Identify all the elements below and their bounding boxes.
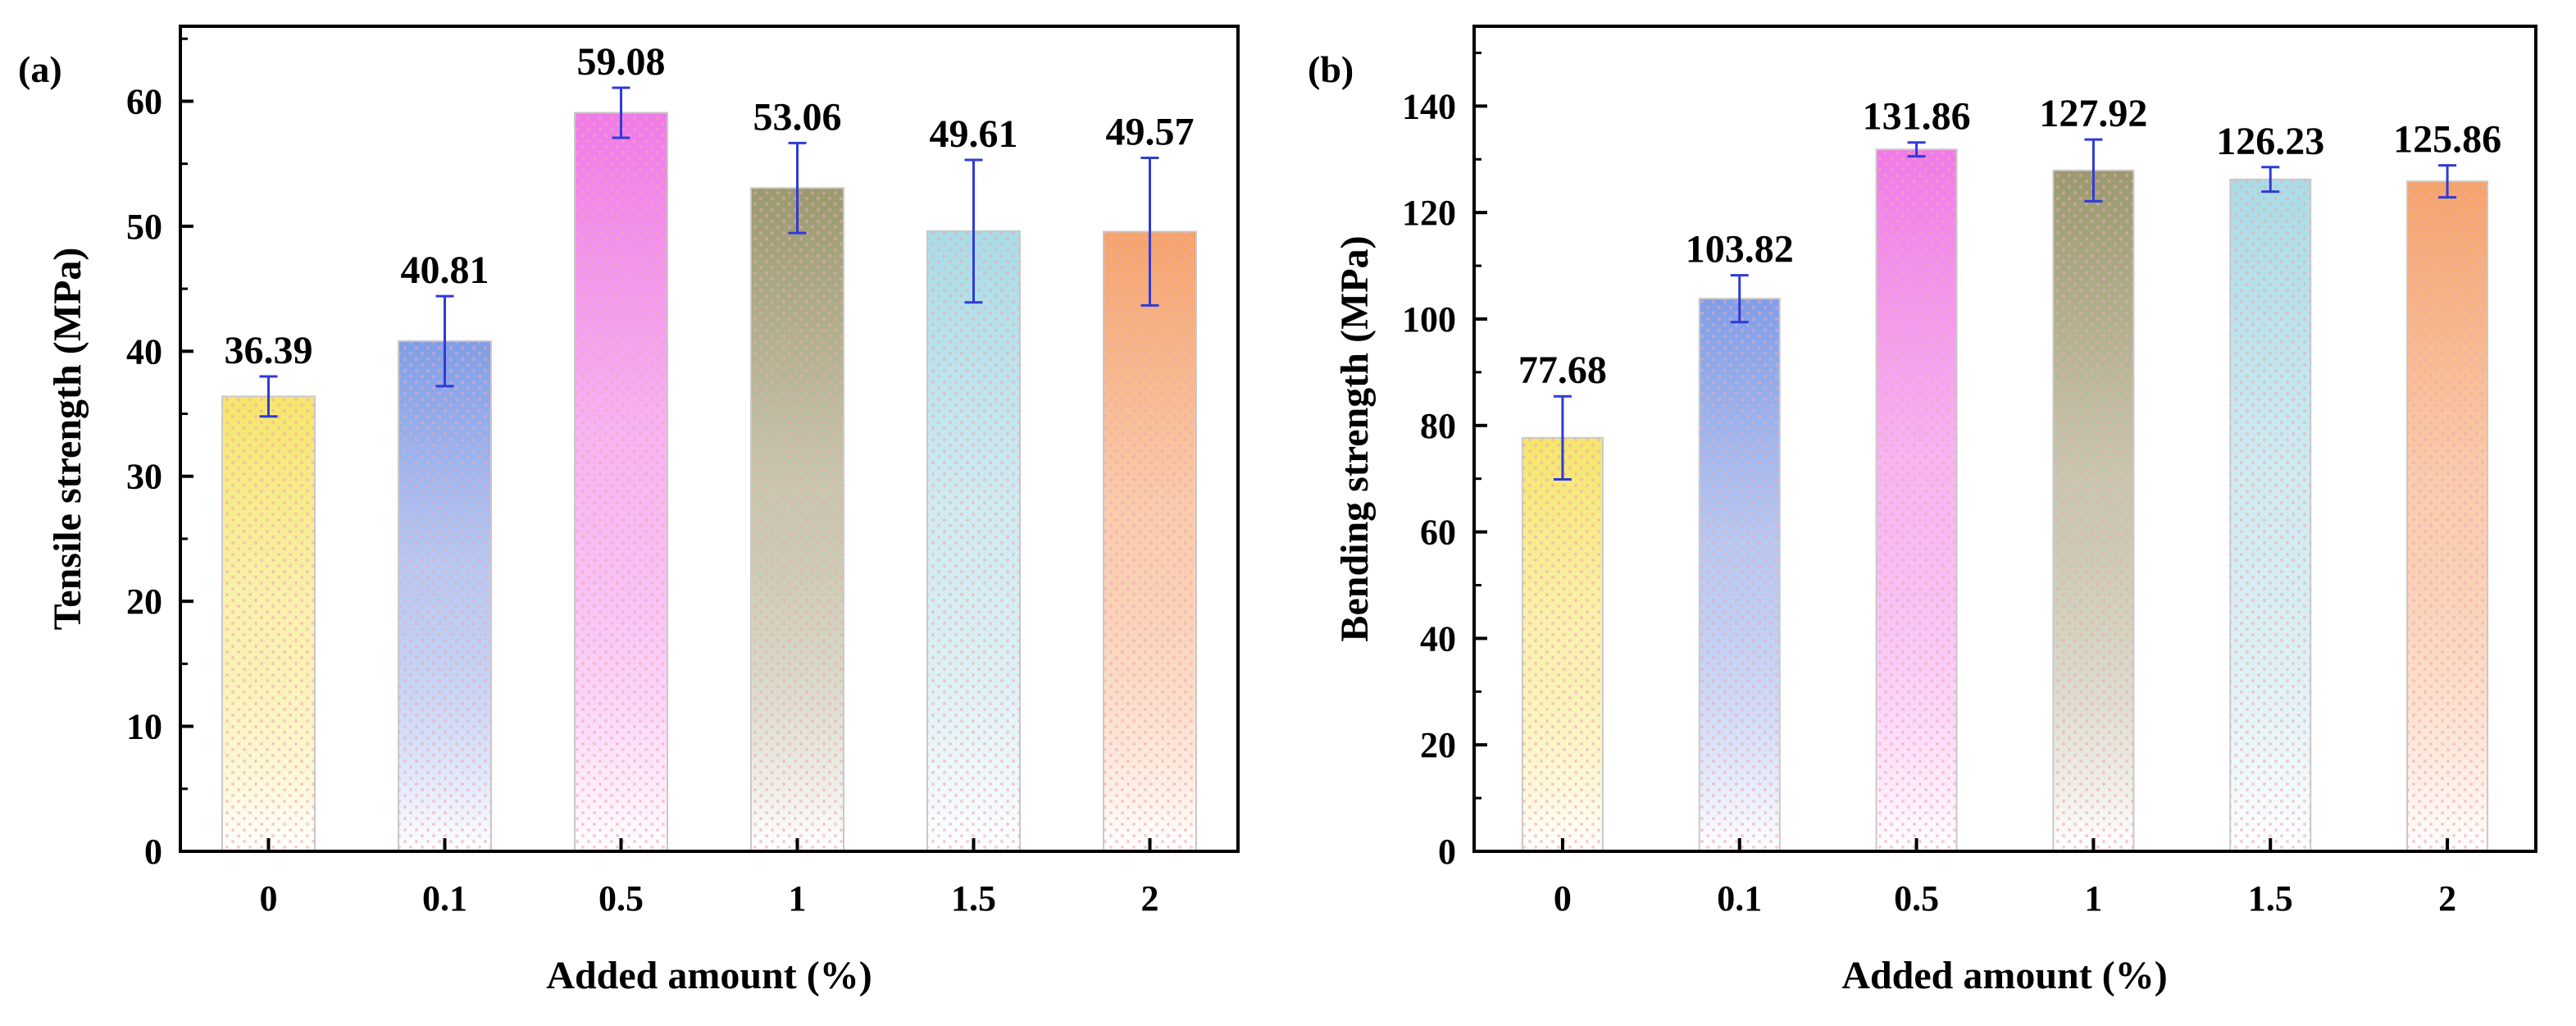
data-label: 36.39 [225,329,313,372]
x-tick-label: 0.1 [1717,878,1762,919]
y-axis-title-b: Bending strength (MPa) [1333,235,1377,641]
x-tick-label: 1.5 [951,878,996,919]
x-tick-label: 0.1 [422,878,467,919]
panel-label-a: (a) [18,48,62,90]
y-axis-b: 0 20 40 60 80 100 120 140 [1402,51,1487,872]
bar-dot-texture [1104,231,1196,851]
bar-dot-texture [1522,437,1603,851]
y-tick-label: 80 [1420,406,1456,446]
plot-frame-b [1472,25,2537,853]
bar-dot-texture [927,230,1020,851]
bars-b: 77.68 103.82 131.86 127.92 126.23 125.86 [1518,92,2501,853]
y-tick-label: 20 [126,581,162,622]
x-tick-label: 0.5 [1894,878,1939,919]
data-label: 49.57 [1106,111,1195,154]
data-label: 40.81 [401,249,489,292]
y-tick-label: 20 [1420,725,1456,765]
bar-dot-texture [1699,299,1780,852]
data-label: 125.86 [2393,118,2501,162]
y-tick-label: 50 [126,207,162,247]
x-axis-title-a: Added amount (%) [546,954,872,997]
bar-dot-texture [398,340,491,851]
y-tick-label: 0 [144,832,162,872]
y-tick-label: 0 [1438,832,1456,872]
bar-dot-texture [751,188,844,852]
plot-frame-a [179,25,1240,853]
x-tick-label: 2 [2438,878,2456,919]
x-tick-label: 0 [260,878,278,919]
data-label: 77.68 [1518,349,1607,392]
x-tick-label: 2 [1141,878,1159,919]
data-label: 127.92 [2039,92,2147,135]
y-axis-title-a: Tensile strength (MPa) [46,248,89,631]
y-tick-label: 60 [1420,513,1456,553]
y-tick-label: 120 [1402,193,1456,233]
y-tick-label: 10 [126,707,162,747]
bar-dot-texture [2230,179,2311,852]
y-tick-label: 30 [126,457,162,497]
x-axis-title-b: Added amount (%) [1841,954,2167,997]
y-tick-label: 40 [126,331,162,372]
x-tick-label: 1 [789,878,807,919]
data-label: 103.82 [1686,228,1794,271]
bar-dot-texture [575,112,667,852]
data-label: 49.61 [930,112,1018,156]
y-axis-a: 0 10 20 30 40 50 60 [126,37,193,872]
y-tick-label: 40 [1420,618,1456,659]
data-label: 53.06 [753,95,842,139]
x-tick-label: 0 [1554,878,1572,919]
x-axis-b: 0 0.1 0.5 1 1.5 2 [1554,838,2456,919]
panel-label-b: (b) [1308,48,1354,90]
x-tick-label: 0.5 [598,878,644,919]
bars-a: 36.39 40.81 59.08 53.06 49.61 49.57 [221,40,1197,853]
data-label: 59.08 [577,40,666,84]
x-axis-a: 0 0.1 0.5 1 1.5 2 [260,838,1159,919]
y-tick-label: 100 [1402,299,1456,340]
data-label: 126.23 [2216,120,2324,163]
bar-dot-texture [2053,170,2134,851]
y-tick-label: 140 [1402,86,1456,126]
y-tick-label: 60 [126,81,162,121]
bar-dot-texture [2407,181,2488,852]
data-label: 131.86 [1863,95,1971,139]
bar-dot-texture [222,396,315,851]
bar-dot-texture [1876,149,1957,852]
x-tick-label: 1.5 [2248,878,2293,919]
x-tick-label: 1 [2084,878,2102,919]
